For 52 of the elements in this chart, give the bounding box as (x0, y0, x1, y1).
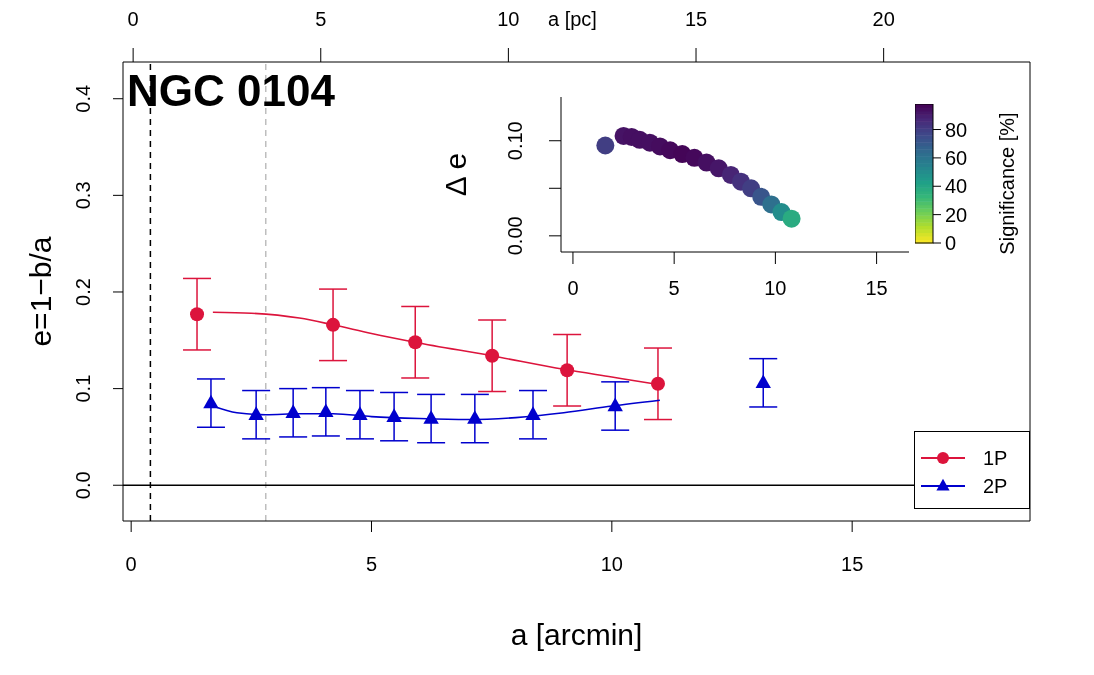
y-tick-label: 0.2 (72, 278, 94, 306)
x-tick-label: 5 (365, 553, 378, 575)
x-tick-label: 0 (567, 277, 579, 299)
color-bar-title: Significance [%] (996, 112, 1018, 255)
point (560, 363, 575, 378)
y-tick-label: 0.0 (72, 471, 94, 500)
point (755, 374, 771, 389)
color-bar-label: 20 (945, 203, 968, 226)
x-tick-label: 15 (841, 553, 864, 575)
x2-tick-label: 15 (684, 8, 708, 30)
y-tick-label: 0.1 (72, 374, 94, 403)
x-axis-title: a [arcmin] (510, 618, 643, 651)
point (525, 406, 541, 420)
x-tick-label: 5 (668, 277, 680, 299)
point (326, 317, 341, 332)
y-tick-label: 0.10 (504, 121, 526, 161)
point (596, 136, 615, 155)
color-bar-label: 80 (945, 118, 968, 141)
x-tick-label: 15 (865, 277, 888, 299)
x2-tick-label: 5 (315, 8, 327, 30)
point (408, 335, 423, 350)
point (782, 209, 801, 228)
legend-label: 1P (983, 446, 1008, 470)
point (318, 403, 334, 418)
y-tick-label: 0.4 (72, 84, 94, 113)
point (248, 406, 264, 420)
y-axis-title: e=1−b/a (23, 236, 57, 347)
x2-tick-label: 20 (872, 8, 895, 30)
y-axis-title: Δ e (438, 152, 472, 197)
x2-tick-label: 0 (127, 8, 139, 30)
point (650, 376, 665, 391)
color-bar-label: 60 (945, 146, 968, 169)
color-bar-label: 0 (945, 232, 957, 254)
point (352, 406, 368, 420)
color-bar-label: 40 (945, 175, 968, 198)
point (467, 410, 483, 424)
point (485, 348, 500, 363)
point (607, 397, 623, 412)
y-tick-label: 0.3 (72, 181, 94, 210)
x-tick-label: 10 (764, 277, 787, 299)
y-tick-label: 0.00 (504, 216, 526, 256)
point (285, 404, 301, 419)
point (386, 408, 402, 422)
x-tick-label: 10 (600, 553, 623, 575)
legend-label: 2P (983, 474, 1008, 498)
chart-title: NGC 0104 (127, 66, 335, 116)
point (423, 410, 439, 424)
point (190, 307, 205, 322)
x2-tick-label: 10 (497, 8, 520, 30)
point (203, 394, 219, 409)
x2-axis-title: a [pc] (548, 8, 597, 30)
x-tick-label: 0 (125, 553, 137, 575)
